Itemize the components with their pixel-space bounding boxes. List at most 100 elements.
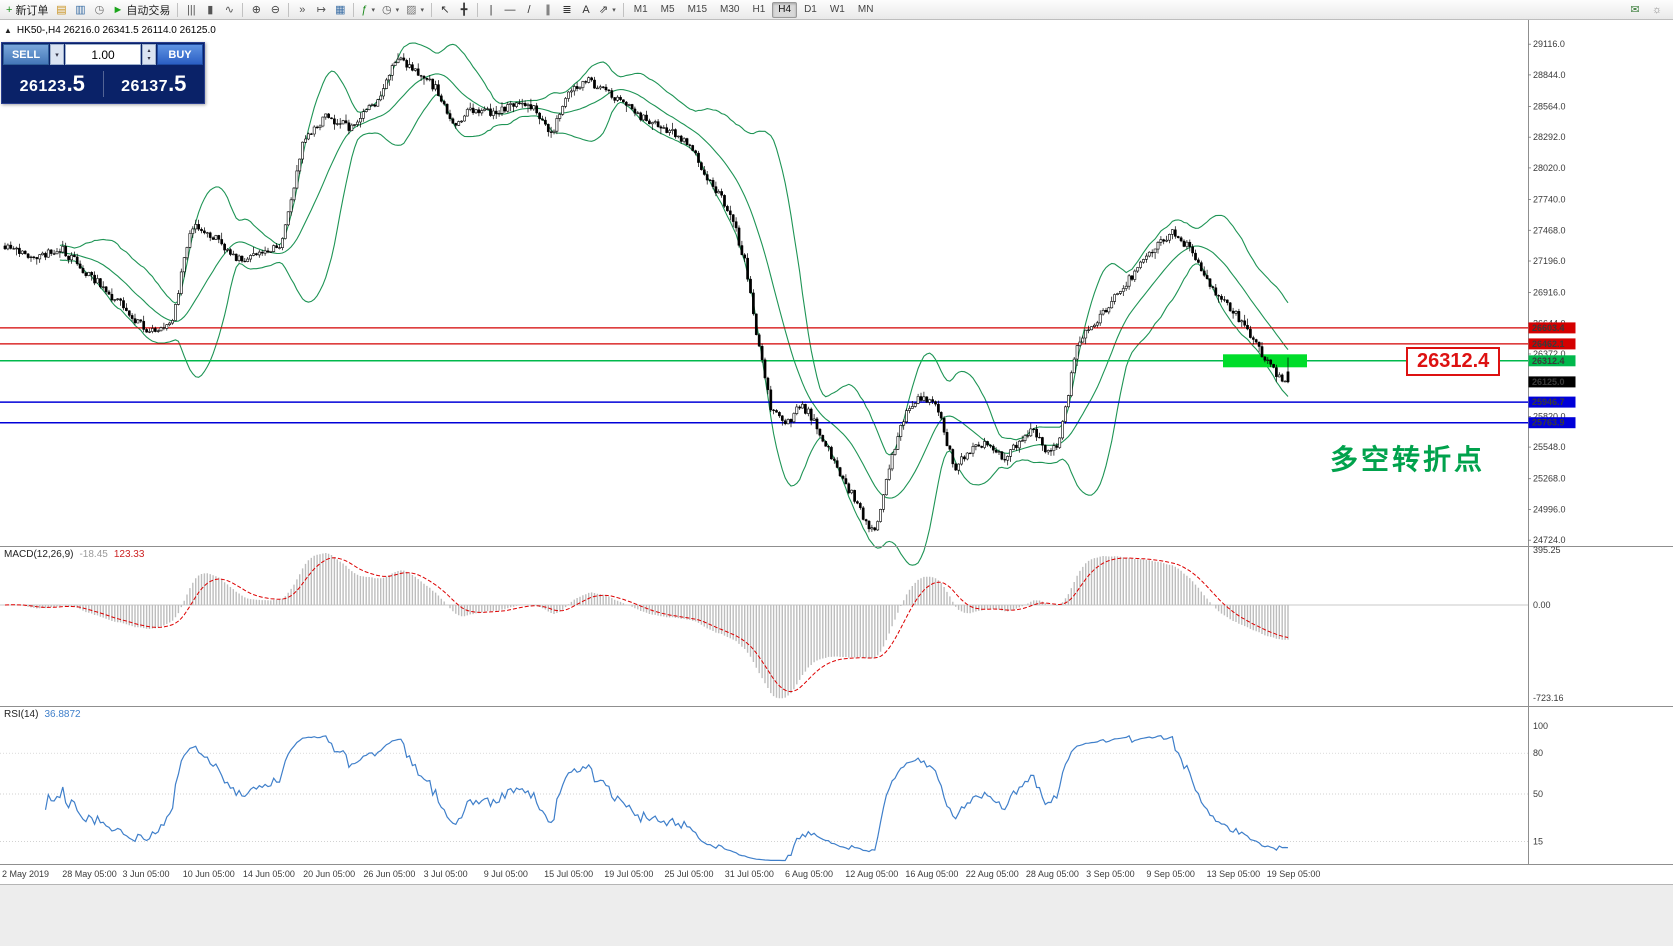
market-watch-button[interactable]: ▥ (71, 1, 89, 19)
fibonacci-button[interactable]: ≣ (558, 1, 576, 19)
buy-price[interactable]: 26137.5 (121, 71, 187, 96)
chart-canvas[interactable]: 29116.0 28844.0 28564.0 28292.0 28020.0 27740… (0, 20, 1673, 946)
crosshair-button[interactable]: ╋ (455, 1, 473, 19)
timeframe-w1-button[interactable]: W1 (829, 4, 845, 15)
auto-scroll-button[interactable]: » (293, 1, 311, 19)
svg-text:25268.0: 25268.0 (1533, 474, 1566, 484)
arrows-dropdown-icon[interactable]: ▾ (612, 6, 616, 14)
bar-chart-icon: ||| (187, 3, 196, 16)
svg-text:10 Jun 05:00: 10 Jun 05:00 (183, 869, 235, 879)
fibonacci-icon: ≣ (562, 3, 572, 16)
indicators-button[interactable]: ƒ ▾ (358, 1, 378, 19)
line-chart-button[interactable]: ∿ (220, 1, 238, 19)
timeframe-mn-button[interactable]: MN (857, 4, 874, 15)
horizontal-line-button[interactable]: — (501, 1, 519, 19)
new-order-icon: + (6, 3, 13, 16)
svg-text:28 Aug 05:00: 28 Aug 05:00 (1026, 869, 1079, 879)
vertical-line-button[interactable]: | (482, 1, 500, 19)
sell-button[interactable]: SELL (3, 44, 49, 65)
main-toolbar: + 新订单 ▤ ▥ ◷ ► 自动交易 ||| ▮ ∿ ⊕ ⊖» ↦ ▦ ƒ ▾ ◷ ▾ ▨ ▾ ↖ ╋ | — / ∥ ≣ A ⇗ ▾ M1… (0, 0, 1673, 20)
timeframe-h1-button[interactable]: H1 (752, 4, 766, 15)
timeframe-m30-button[interactable]: M30 (720, 4, 740, 15)
equidistant-channel-button[interactable]: ∥ (539, 1, 557, 19)
order-type-dropdown-icon[interactable]: ▾ (50, 44, 64, 65)
buy-button[interactable]: BUY (157, 44, 203, 65)
macd-scale: 395.25 0.00 -723.16 (1533, 545, 1564, 703)
chat-button[interactable]: ✉ (1626, 1, 1644, 19)
strategy-tester-icon: ◷ (94, 3, 105, 16)
toolbar-separator (431, 2, 433, 17)
timeframe-m15-button[interactable]: M15 (687, 4, 708, 15)
panel-backgrounds (0, 20, 1673, 946)
toolbar-separator (622, 2, 624, 17)
svg-text:15 Jul 05:00: 15 Jul 05:00 (544, 869, 593, 879)
svg-text:27468.0: 27468.0 (1533, 225, 1566, 235)
svg-text:395.25: 395.25 (1533, 545, 1561, 555)
zoom-in-button[interactable]: ⊕ (247, 1, 265, 19)
svg-text:24724.0: 24724.0 (1533, 535, 1566, 545)
macd-value-2: 123.33 (113, 549, 145, 560)
chart-profiles-icon: ▤ (56, 3, 67, 16)
cursor-button[interactable]: ↖ (436, 1, 454, 19)
svg-text:19 Sep 05:00: 19 Sep 05:00 (1267, 869, 1321, 879)
templates-button[interactable]: ▨ ▾ (403, 1, 427, 19)
toolbar-separator (477, 2, 479, 17)
svg-text:9 Sep 05:00: 9 Sep 05:00 (1146, 869, 1195, 879)
zoom-out-button[interactable]: ⊖ (266, 1, 284, 19)
svg-text:15: 15 (1533, 837, 1543, 847)
svg-text:28564.0: 28564.0 (1533, 102, 1566, 112)
candlestick-chart-button[interactable]: ▮ (201, 1, 219, 19)
svg-text:26312.4: 26312.4 (1532, 356, 1565, 366)
tile-windows-button[interactable]: ▦ (331, 1, 349, 19)
periods-icon: ◷ (381, 3, 392, 16)
spin-up-icon[interactable]: ▴ (147, 47, 151, 54)
timeframe-h4-button[interactable]: H4 (772, 1, 798, 18)
price-level-flag[interactable]: 26312.4 (1406, 347, 1501, 376)
rsi-label: RSI(14) 36.8872 (4, 709, 81, 720)
svg-text:26 Jun 05:00: 26 Jun 05:00 (363, 869, 415, 879)
volume-input[interactable]: 1.00 (65, 44, 141, 65)
svg-text:25946.7: 25946.7 (1532, 397, 1565, 407)
chart-annotation-text: 多空转折点 (1330, 444, 1486, 475)
svg-text:26462.1: 26462.1 (1532, 339, 1565, 349)
svg-text:22 Aug 05:00: 22 Aug 05:00 (966, 869, 1019, 879)
toolbar-separator (242, 2, 244, 17)
templates-dropdown-icon[interactable]: ▾ (420, 6, 425, 14)
svg-text:20 Jun 05:00: 20 Jun 05:00 (303, 869, 355, 879)
crosshair-icon: ╋ (460, 3, 468, 16)
new-order-button[interactable]: + 新订单 (3, 1, 51, 19)
volume-spinner[interactable]: ▴ ▾ (142, 44, 156, 65)
sell-price[interactable]: 26123.5 (19, 71, 85, 96)
periods-dropdown-icon[interactable]: ▾ (395, 6, 400, 14)
svg-text:28020.0: 28020.0 (1533, 163, 1566, 173)
timeframe-d1-button[interactable]: D1 (804, 4, 817, 15)
tile-windows-icon: ▦ (335, 3, 346, 16)
auto-trading-button[interactable]: ► 自动交易 (109, 1, 173, 19)
arrows-button[interactable]: ⇗ ▾ (596, 1, 619, 19)
panel-separators (0, 20, 1673, 865)
strategy-tester-button[interactable]: ◷ (90, 1, 108, 19)
indicators-dropdown-icon[interactable]: ▾ (371, 6, 375, 14)
svg-text:16 Aug 05:00: 16 Aug 05:00 (905, 869, 958, 879)
indicators-icon: ƒ (361, 3, 368, 16)
collapse-trade-panel-icon[interactable]: ▲ (4, 26, 12, 35)
chart-shift-button[interactable]: ↦ (312, 1, 330, 19)
svg-text:27740.0: 27740.0 (1533, 195, 1566, 205)
svg-text:2 May 2019: 2 May 2019 (2, 869, 49, 879)
spin-down-icon[interactable]: ▾ (147, 55, 151, 62)
candles-layer (3, 53, 1290, 533)
timeframe-m1-button[interactable]: M1 (633, 4, 648, 15)
svg-text:29116.0: 29116.0 (1533, 39, 1565, 49)
horizontal-line-icon: — (504, 3, 516, 16)
svg-text:3 Jul 05:00: 3 Jul 05:00 (424, 869, 468, 879)
bar-chart-button[interactable]: ||| (182, 1, 200, 19)
notifications-button[interactable]: ☼ (1648, 1, 1666, 19)
timeframe-m5-button[interactable]: M5 (660, 4, 675, 15)
chart-profiles-button[interactable]: ▤ (52, 1, 70, 19)
text-button[interactable]: A (577, 1, 595, 19)
trendline-button[interactable]: / (520, 1, 538, 19)
vertical-line-icon: | (489, 3, 493, 16)
periods-button[interactable]: ◷ ▾ (379, 1, 402, 19)
svg-text:3 Sep 05:00: 3 Sep 05:00 (1086, 869, 1135, 879)
